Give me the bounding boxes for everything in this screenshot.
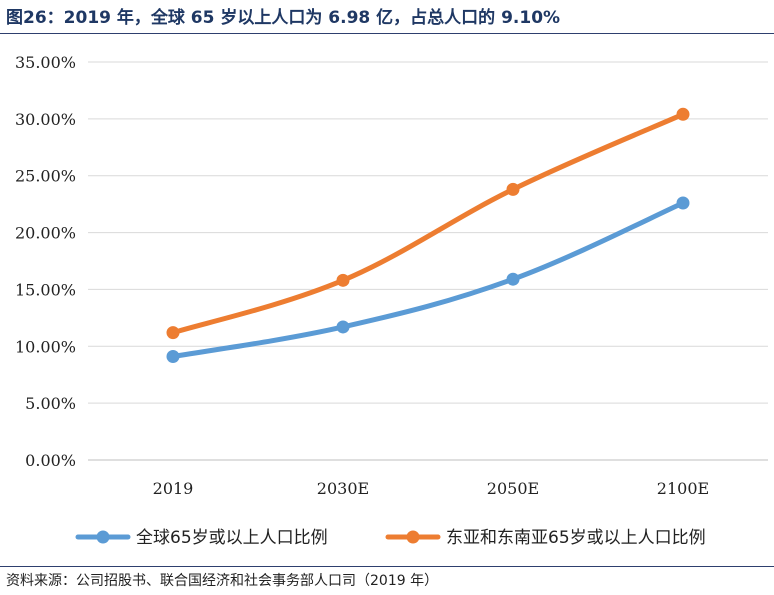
line-chart: 0.00% 5.00% 10.00% 15.00% 20.00% 25.00% 30.00%…	[15, 53, 768, 548]
data-point	[676, 107, 690, 121]
y-tick-label: 25.00%	[15, 167, 76, 186]
source-divider	[0, 566, 774, 567]
data-point	[336, 273, 350, 287]
series-line-1	[170, 111, 686, 336]
y-tick-label: 10.00%	[15, 337, 76, 356]
x-tick-label: 2030E	[317, 479, 369, 498]
data-point	[336, 320, 350, 334]
legend-swatch-marker	[96, 530, 110, 544]
legend-swatch-marker	[406, 530, 420, 544]
data-point	[676, 196, 690, 210]
y-tick-label: 0.00%	[25, 451, 76, 470]
y-tick-label: 30.00%	[15, 110, 76, 129]
legend: 全球65岁或以上人口比例 东亚和东南亚65岁或以上人口比例	[75, 528, 706, 548]
data-point	[506, 272, 520, 286]
x-tick-label: 2100E	[657, 479, 709, 498]
source-note: 资料来源：公司招股书、联合国经济和社会事务部人口司（2019 年）	[6, 573, 439, 589]
series-line-0	[170, 200, 686, 360]
legend-label: 全球65岁或以上人口比例	[136, 528, 328, 548]
y-axis-tick-labels: 0.00% 5.00% 10.00% 15.00% 20.00% 25.00% 30.00%…	[15, 53, 76, 470]
y-tick-label: 5.00%	[25, 394, 76, 413]
x-axis-tick-labels: 2019 2030E 2050E 2100E	[153, 479, 710, 498]
y-tick-label: 20.00%	[15, 224, 76, 243]
data-point	[166, 350, 180, 364]
title-divider	[0, 33, 774, 34]
data-point	[506, 182, 520, 196]
chart-title: 图26：2019 年，全球 65 岁以上人口为 6.98 亿，占总人口的 9.1…	[6, 8, 561, 28]
grid-lines	[88, 61, 768, 404]
legend-label: 东亚和东南亚65岁或以上人口比例	[446, 528, 706, 548]
x-tick-label: 2050E	[487, 479, 539, 498]
data-point	[166, 326, 180, 340]
x-tick-label: 2019	[153, 479, 194, 498]
data-series	[166, 107, 690, 364]
y-tick-label: 35.00%	[15, 53, 76, 72]
y-tick-label: 15.00%	[15, 280, 76, 299]
